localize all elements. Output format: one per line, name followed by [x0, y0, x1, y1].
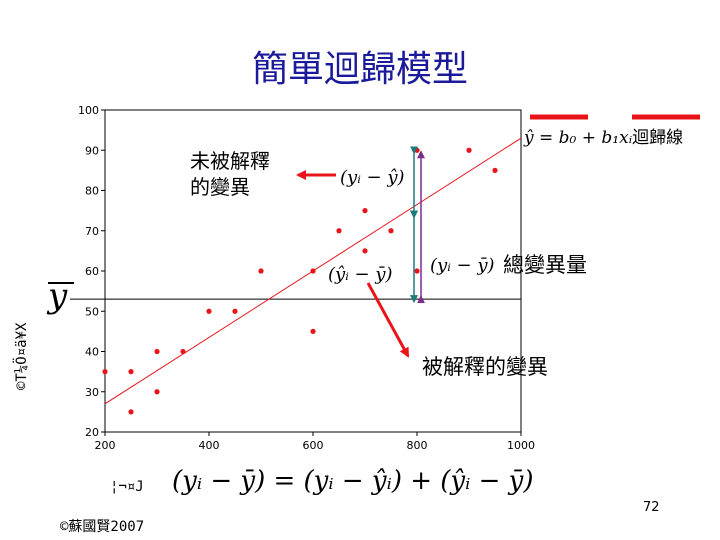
data-point	[310, 268, 316, 274]
unexplained-line1: 未被解釋	[190, 149, 270, 173]
y-tick-label: 20	[85, 426, 99, 439]
data-point	[466, 147, 472, 153]
arrows	[296, 114, 700, 358]
y-tick-label: 50	[85, 305, 99, 318]
y-axis-label: ©T¼Ö¤ä¥X	[14, 322, 30, 390]
data-point	[154, 348, 160, 355]
slide-title: 簡單迴歸模型	[251, 49, 468, 90]
y-tick-label: 90	[85, 144, 99, 157]
x-tick-label: 1000	[507, 439, 535, 452]
data-point	[310, 328, 316, 334]
data-point	[492, 167, 498, 173]
data-point	[362, 248, 368, 254]
unexplained-label: 未被解釋 的變異	[190, 148, 270, 200]
x-tick-label: 600	[303, 439, 324, 452]
regression-equation: ŷ = b₀ + b₁xᵢ	[524, 128, 633, 148]
y-tick-label: 70	[85, 225, 99, 238]
x-axis-label: ¦¬¤J	[110, 479, 144, 495]
decomposition-formula: (yᵢ − ȳ) = (yᵢ − ŷᵢ) + (ŷᵢ − ȳ)	[172, 466, 534, 496]
x-tick-label: 800	[407, 439, 428, 452]
data-point	[336, 228, 342, 234]
data-point	[414, 147, 420, 153]
data-point	[388, 228, 394, 234]
data-point	[128, 409, 134, 415]
ybar-overline	[48, 282, 74, 284]
explained-arrow	[366, 282, 410, 358]
page-number: 72	[643, 500, 660, 515]
data-point	[128, 369, 134, 375]
y-tick-label: 100	[78, 104, 99, 117]
y-tick-label: 40	[85, 346, 99, 359]
x-tick-label: 200	[95, 439, 116, 452]
data-point	[414, 268, 420, 274]
total-formula: (yᵢ − ȳ)	[430, 255, 495, 276]
data-point	[258, 268, 264, 274]
data-point	[154, 389, 160, 395]
y-tick-labels: 20 30 40 50 60 70 80 90 100	[78, 104, 105, 439]
regression-line-label: 迴歸線	[632, 128, 684, 148]
total-label: 總變異量	[503, 253, 587, 277]
ybar-label: y	[48, 276, 74, 316]
data-point	[232, 308, 238, 314]
unexplained-line2: 的變異	[190, 175, 250, 199]
explained-formula: (ŷᵢ − ȳ)	[328, 264, 393, 285]
data-point	[206, 308, 212, 314]
regression-formula: ŷ = b₀ + b₁xᵢ迴歸線	[524, 123, 683, 148]
y-tick-label: 30	[85, 386, 99, 399]
unexplained-formula: (yᵢ − ŷ)	[340, 167, 405, 188]
y-tick-label: 80	[85, 185, 99, 198]
x-tick-labels: 200 400 600 800 1000	[95, 432, 535, 452]
data-point	[180, 348, 186, 355]
data-point	[102, 369, 108, 375]
copyright: ©蘇國賢2007	[60, 519, 145, 535]
y-tick-label: 60	[85, 265, 99, 278]
explained-label: 被解釋的變異	[422, 355, 548, 379]
data-point	[362, 208, 368, 214]
x-tick-label: 400	[199, 439, 220, 452]
